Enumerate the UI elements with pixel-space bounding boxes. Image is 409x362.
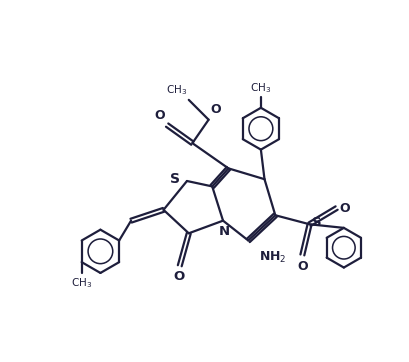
Text: O: O <box>173 270 184 283</box>
Text: N: N <box>218 225 229 238</box>
Text: O: O <box>154 109 165 122</box>
Text: S: S <box>170 172 180 186</box>
Text: CH$_3$: CH$_3$ <box>71 276 92 290</box>
Text: S: S <box>312 216 321 229</box>
Text: CH$_3$: CH$_3$ <box>165 83 187 97</box>
Text: O: O <box>210 103 220 116</box>
Text: CH$_3$: CH$_3$ <box>249 81 271 95</box>
Text: O: O <box>297 260 307 273</box>
Text: O: O <box>339 202 349 215</box>
Text: NH$_2$: NH$_2$ <box>258 249 285 265</box>
